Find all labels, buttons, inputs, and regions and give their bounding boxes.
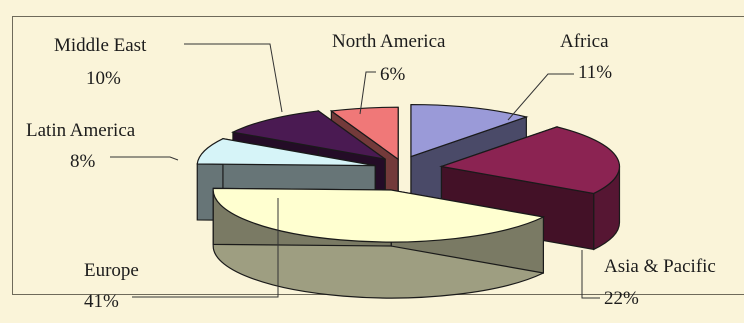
leader-line-africa: [507, 73, 574, 121]
value-label-africa: 11%: [578, 62, 612, 83]
value-label-north-america: 6%: [380, 64, 406, 85]
slice-europe: [212, 187, 546, 299]
value-label-asia-pacific: 22%: [604, 288, 639, 309]
label-asia-pacific: Asia & Pacific: [604, 256, 716, 277]
leader-line-north-america: [359, 71, 376, 115]
label-europe: Europe: [84, 260, 139, 281]
value-label-middle-east: 10%: [86, 68, 121, 89]
label-north-america: North America: [332, 31, 446, 52]
leader-line-latin-america: [110, 156, 179, 161]
leader-line-asia-pacific: [581, 250, 600, 299]
label-africa: Africa: [560, 31, 609, 52]
label-latin-america: Latin America: [26, 120, 136, 141]
label-middle-east: Middle East: [54, 35, 147, 56]
leader-line-europe: [132, 198, 279, 298]
leader-line-middle-east: [184, 43, 283, 113]
value-label-latin-america: 8%: [70, 151, 96, 172]
value-label-europe: 41%: [84, 291, 119, 312]
